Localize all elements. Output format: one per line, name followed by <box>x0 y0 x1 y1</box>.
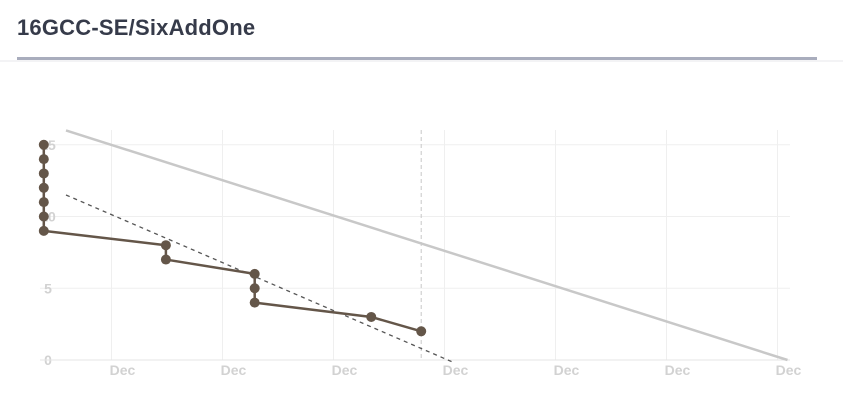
x-tick-label: Dec <box>665 362 691 378</box>
x-tick-label: Dec <box>554 362 580 378</box>
actual-point <box>38 182 49 193</box>
actual-point <box>249 283 260 294</box>
title-underline <box>17 57 817 60</box>
ideal-line <box>65 129 788 362</box>
actual-point <box>38 168 49 179</box>
actual-point <box>38 211 49 222</box>
actual-point <box>38 197 49 208</box>
actual-point <box>249 268 260 279</box>
markers <box>38 139 427 337</box>
x-tick-label: Dec <box>332 362 358 378</box>
x-tick-label: Dec <box>110 362 136 378</box>
header-shadow <box>0 60 843 62</box>
actual-point <box>38 154 49 165</box>
x-tick-label: Dec <box>776 362 802 378</box>
actual-point <box>38 225 49 236</box>
actual-point <box>160 254 171 265</box>
x-tick-label: Dec <box>221 362 247 378</box>
actual-point <box>366 311 377 322</box>
actual-point <box>249 297 260 308</box>
series <box>42 129 788 364</box>
trend-line <box>65 194 455 364</box>
x-tick-label: Dec <box>443 362 469 378</box>
y-tick-label: 5 <box>44 280 52 296</box>
actual-point <box>416 326 427 337</box>
page-title: 16GCC-SE/SixAddOne <box>17 15 256 40</box>
header: 16GCC-SE/SixAddOne <box>0 0 843 62</box>
actual-line <box>42 144 422 333</box>
actual-point <box>160 240 171 251</box>
actual-point <box>38 139 49 150</box>
